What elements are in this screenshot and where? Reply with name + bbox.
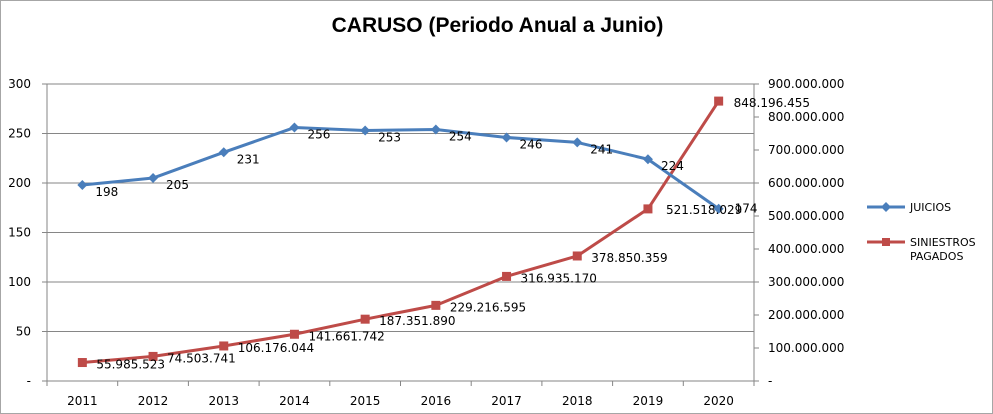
x-tick-label: 2011 [67, 394, 98, 408]
legend-marker-juicios [881, 202, 891, 212]
y-right-tick-label: 600.000.000 [768, 176, 844, 190]
y-left-tick-label: 300 [8, 77, 31, 91]
point-siniestros-pagados [572, 251, 582, 261]
data-label-juicios: 256 [307, 128, 330, 142]
data-label-siniestros-pagados: 378.850.359 [591, 251, 667, 265]
chart-title: CARUSO (Periodo Anual a Junio) [331, 14, 664, 37]
point-siniestros-pagados [431, 300, 441, 310]
data-label-juicios: 174 [735, 202, 758, 216]
point-siniestros-pagados [714, 96, 724, 106]
x-tick-label: 2014 [279, 394, 310, 408]
legend-marker-siniestros-pagados [882, 238, 890, 246]
y-right-tick-label: 300.000.000 [768, 275, 844, 289]
x-tick-label: 2018 [562, 394, 593, 408]
point-juicios [77, 179, 88, 190]
legend-label-siniestros-pagados: PAGADOS [910, 250, 963, 263]
legend-label-juicios: JUICIOS [909, 201, 951, 214]
x-tick-label: 2017 [491, 394, 522, 408]
point-juicios [642, 154, 653, 165]
point-siniestros-pagados [148, 351, 158, 361]
series-line-juicios [82, 126, 720, 210]
y-right-tick-label: 700.000.000 [768, 143, 844, 157]
y-left-tick-label: - [27, 374, 31, 388]
y-right-tick-label: 200.000.000 [768, 308, 844, 322]
point-juicios [148, 173, 159, 184]
data-label-juicios: 241 [590, 142, 613, 156]
y-right-tick-label: 800.000.000 [768, 110, 844, 124]
y-left-tick-label: 250 [8, 127, 31, 141]
data-label-juicios: 246 [520, 137, 543, 151]
point-juicios [572, 137, 583, 148]
y-right-tick-label: - [768, 374, 772, 388]
y-left-tick-label: 50 [16, 325, 31, 339]
point-juicios [501, 132, 512, 143]
point-juicios [218, 147, 229, 158]
point-siniestros-pagados [360, 314, 370, 324]
x-tick-label: 2016 [421, 394, 452, 408]
y-right-tick-label: 100.000.000 [768, 341, 844, 355]
data-label-juicios: 205 [166, 178, 189, 192]
data-label-siniestros-pagados: 229.216.595 [450, 300, 526, 314]
point-siniestros-pagados [643, 204, 653, 214]
data-label-juicios: 254 [449, 130, 472, 144]
data-label-siniestros-pagados: 187.351.890 [379, 314, 455, 328]
x-tick-label: 2019 [633, 394, 664, 408]
series-line-siniestros-pagados [82, 100, 720, 365]
data-label-siniestros-pagados: 55.985.523 [96, 358, 165, 372]
x-tick-label: 2015 [350, 394, 381, 408]
point-juicios [289, 122, 300, 133]
y-right-tick-label: 900.000.000 [768, 77, 844, 91]
data-label-juicios: 198 [95, 185, 118, 199]
data-label-juicios: 231 [237, 152, 260, 166]
y-left-tick-label: 150 [8, 226, 31, 240]
point-siniestros-pagados [289, 329, 299, 339]
point-juicios [430, 124, 441, 135]
point-juicios [713, 203, 724, 214]
y-left-tick-label: 100 [8, 275, 31, 289]
point-siniestros-pagados [502, 271, 512, 281]
x-tick-label: 2013 [208, 394, 239, 408]
y-left-tick-label: 200 [8, 176, 31, 190]
data-label-juicios: 224 [661, 159, 684, 173]
point-siniestros-pagados [77, 358, 87, 368]
data-label-siniestros-pagados: 848.196.455 [734, 96, 810, 110]
legend-label-siniestros-pagados: SINIESTROS [910, 236, 976, 249]
data-label-juicios: 253 [378, 131, 401, 145]
y-right-tick-label: 400.000.000 [768, 242, 844, 256]
point-juicios [360, 125, 371, 136]
data-label-siniestros-pagados: 521.518.029 [666, 203, 742, 217]
x-tick-label: 2012 [138, 394, 169, 408]
y-right-tick-label: 500.000.000 [768, 209, 844, 223]
data-label-siniestros-pagados: 106.176.044 [238, 341, 314, 355]
data-label-siniestros-pagados: 141.661.742 [308, 329, 384, 343]
data-label-siniestros-pagados: 316.935.170 [521, 271, 597, 285]
point-siniestros-pagados [219, 341, 229, 351]
data-label-siniestros-pagados: 74.503.741 [167, 351, 236, 365]
x-tick-label: 2020 [703, 394, 734, 408]
